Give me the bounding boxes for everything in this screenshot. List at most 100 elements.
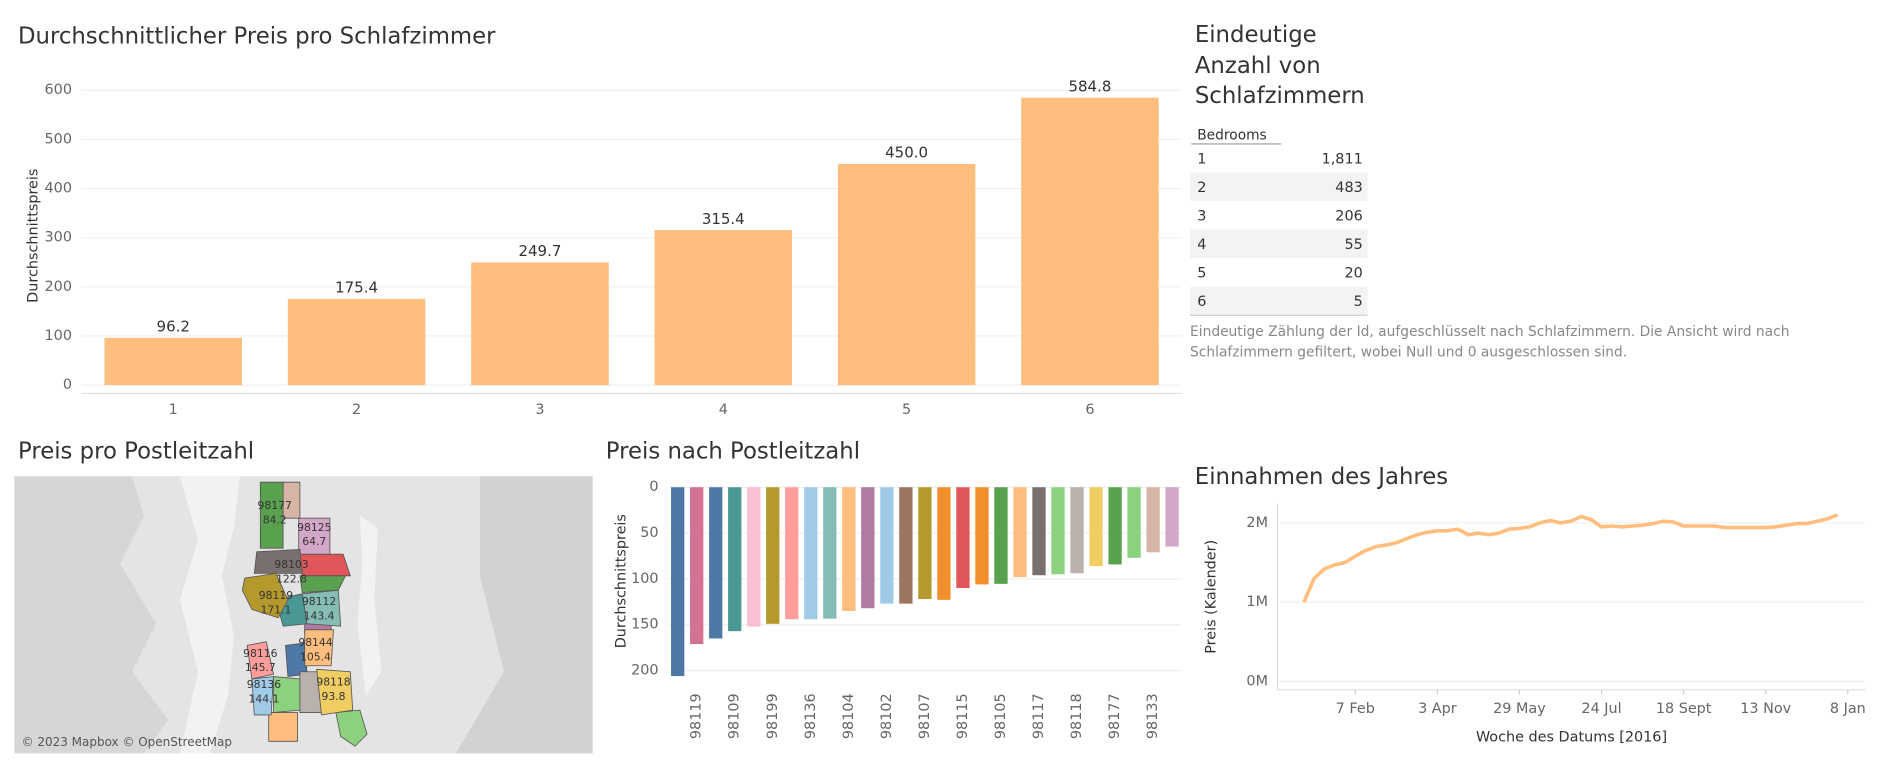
y-tick-label: 150 [631, 617, 658, 633]
table-cell: 5 [1197, 266, 1206, 282]
y-tick-label: 500 [45, 131, 72, 147]
bar [728, 487, 742, 632]
region-zip: 98116 [243, 647, 277, 660]
bar [823, 487, 837, 619]
y-tick-label: 0 [63, 377, 72, 393]
region-zip: 98112 [302, 595, 336, 608]
bar [880, 487, 894, 604]
table-cell: 483 [1335, 180, 1362, 196]
map-region [268, 712, 298, 742]
y-tick-label: 100 [631, 571, 658, 587]
region-value: 93.8 [321, 690, 345, 703]
x-tick-label: 1 [169, 402, 178, 418]
region-value: 144.1 [248, 692, 279, 705]
region-value: 84.2 [263, 514, 287, 527]
y-tick-label: 200 [631, 663, 658, 679]
region-zip: 98125 [297, 521, 331, 534]
bar [804, 487, 818, 620]
data-label: 315.4 [702, 210, 745, 228]
map-region [304, 629, 334, 667]
data-label: 584.8 [1068, 77, 1111, 95]
region-value: 105.4 [300, 650, 331, 663]
table-cell: 1,811 [1322, 151, 1363, 167]
bar [1013, 487, 1027, 578]
bar [690, 487, 704, 645]
x-tick-label: 98102 [879, 693, 895, 739]
y-tick-label: 50 [640, 525, 658, 541]
region-zip: 98144 [298, 636, 332, 649]
bar [994, 487, 1008, 584]
bar [1021, 97, 1159, 386]
x-tick-label: 98199 [765, 693, 781, 739]
x-tick-label: 4 [719, 402, 728, 418]
map-region [301, 589, 342, 627]
row-background [1190, 172, 1368, 202]
x-tick-label: 98118 [1069, 693, 1085, 739]
x-tick-label: 98119 [689, 693, 705, 739]
bar [899, 487, 913, 604]
chart-title: Durchschnittlicher Preis pro Schlafzimme… [18, 24, 496, 50]
table-cell: 1 [1197, 151, 1206, 167]
region-value: 143.4 [304, 610, 335, 623]
map-region [298, 517, 331, 555]
region-zip: 98118 [316, 676, 350, 689]
bar [671, 487, 685, 677]
y-tick-label: 600 [45, 82, 72, 98]
bar [766, 487, 780, 624]
region-value: 145.7 [245, 661, 276, 674]
x-tick-label: 24 Jul [1581, 701, 1621, 717]
chart-title: Preis nach Postleitzahl [606, 439, 860, 465]
x-tick-label: 5 [902, 402, 911, 418]
bar [975, 487, 989, 585]
bar [1032, 487, 1046, 576]
x-tick-label: 13 Nov [1740, 701, 1791, 717]
x-tick-label: 98105 [993, 693, 1009, 739]
x-axis-label: Woche des Datums [2016] [1476, 730, 1667, 746]
row-background [1190, 286, 1368, 316]
table-title-box: Eindeutige Anzahl von Schlafzimmern [1195, 22, 1365, 110]
attribution: © 2023 Mapbox © OpenStreetMap [22, 735, 232, 749]
line [1302, 513, 1839, 603]
x-tick-label: 6 [1085, 402, 1094, 418]
x-tick-label: 98104 [841, 693, 857, 739]
table-cell: 6 [1197, 294, 1206, 310]
y-tick-label: 300 [45, 230, 72, 246]
map-region [246, 641, 275, 680]
table-cell: 2 [1197, 180, 1206, 196]
bar [1089, 487, 1103, 567]
x-tick-label: 29 May [1493, 701, 1546, 717]
x-tick-label: 3 Apr [1418, 701, 1457, 717]
bar [709, 487, 723, 639]
bar [1146, 487, 1160, 553]
bar [1051, 487, 1065, 575]
region-zip: 98177 [258, 499, 292, 512]
y-axis-label: Durchschnittspreis [613, 514, 629, 648]
x-tick-label: 98177 [1107, 693, 1123, 739]
map-water [357, 515, 382, 696]
y-tick-label: 1M [1246, 594, 1268, 610]
table-cell: 20 [1344, 266, 1362, 282]
data-label: 450.0 [885, 144, 928, 162]
bar [861, 487, 875, 609]
note-box: Eindeutige Zählung der Id, aufgeschlüsse… [1190, 322, 1790, 360]
table-cell: 206 [1335, 209, 1362, 225]
y-tick-label: 200 [45, 279, 72, 295]
x-tick-label: 2 [352, 402, 361, 418]
y-axis-label: Preis (Kalender) [1204, 540, 1220, 654]
bar [747, 487, 761, 627]
y-tick-label: 0 [649, 479, 658, 495]
table-cell: 55 [1344, 237, 1362, 253]
y-tick-label: 100 [45, 328, 72, 344]
y-axis-label: Durchschnittspreis [26, 169, 42, 303]
data-label: 249.7 [518, 242, 561, 260]
map-region [316, 668, 354, 716]
note: Eindeutige Zählung der Id, aufgeschlüsse… [1190, 322, 1790, 360]
map-land [14, 476, 168, 754]
region-value: 171.1 [260, 604, 291, 617]
x-tick-label: 8 Jan [1830, 701, 1866, 717]
bar [287, 298, 426, 386]
bar [1165, 487, 1179, 547]
